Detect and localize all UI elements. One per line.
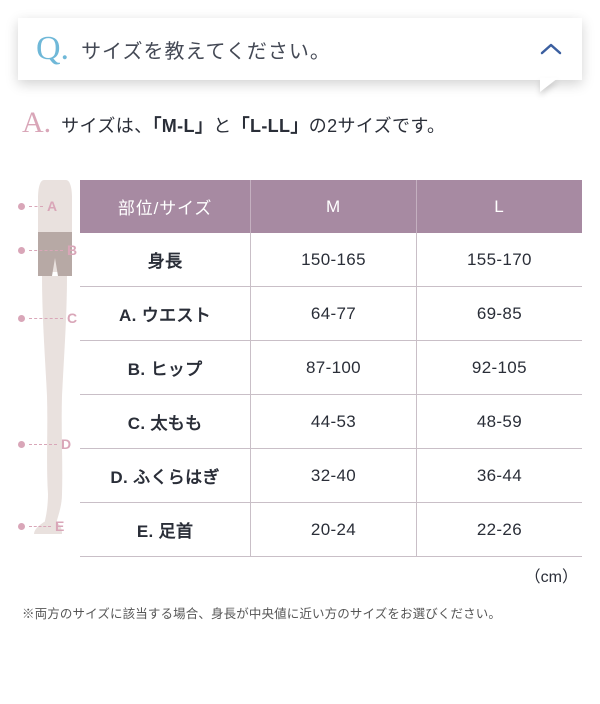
table-row: C. 太もも 44-53 48-59 [80,395,582,449]
chevron-up-icon[interactable] [540,42,562,56]
answer-mid: と [213,116,231,136]
th-m: M [251,180,417,233]
row-label: C. 太もも [80,395,251,449]
speech-tail [540,78,558,92]
faq-answer: A. サイズは、「M-L」と「L-LL」の2サイズです。 [0,80,600,138]
row-m: 150-165 [251,233,417,287]
answer-tail: の2サイズです。 [309,116,446,136]
row-l: 92-105 [416,341,582,395]
table-row: D. ふくらはぎ 32-40 36-44 [80,449,582,503]
row-m: 32-40 [251,449,417,503]
table-row: E. 足首 20-24 22-26 [80,503,582,557]
question-text: サイズを教えてください。 [81,35,331,64]
th-l: L [416,180,582,233]
table-row: 身長 150-165 155-170 [80,233,582,287]
row-label: E. 足首 [80,503,251,557]
leg-silhouette-icon [18,176,80,538]
answer-text: サイズは、「M-L」と「L-LL」の2サイズです。 [61,112,445,138]
row-l: 69-85 [416,287,582,341]
faq-question-bar[interactable]: Q. サイズを教えてください。 [18,18,582,80]
unit-label: （cm） [0,557,600,587]
marker-b: B [18,242,77,258]
table-row: B. ヒップ 87-100 92-105 [80,341,582,395]
row-l: 155-170 [416,233,582,287]
row-label: B. ヒップ [80,341,251,395]
marker-c: C [18,310,77,326]
footnote: ※両方のサイズに該当する場合、身長が中央値に近い方のサイズをお選びください。 [0,587,600,622]
answer-size1: 「M-L」 [152,116,213,136]
table-header-row: 部位/サイズ M L [80,180,582,233]
row-m: 64-77 [251,287,417,341]
row-l: 48-59 [416,395,582,449]
leg-diagram: A B C D E [18,180,80,542]
row-label: 身長 [80,233,251,287]
size-chart: A B C D E 部位/サイズ M L 身長 150-165 155-170 … [18,180,582,557]
row-m: 20-24 [251,503,417,557]
answer-lead: サイズは、 [61,116,152,136]
marker-d: D [18,436,71,452]
th-part: 部位/サイズ [80,180,251,233]
answer-prefix: A. [22,108,51,138]
marker-a: A [18,198,57,214]
marker-e: E [18,518,64,534]
row-l: 36-44 [416,449,582,503]
row-label: A. ウエスト [80,287,251,341]
size-table: 部位/サイズ M L 身長 150-165 155-170 A. ウエスト 64… [80,180,582,557]
question-prefix: Q. [36,32,69,66]
row-m: 87-100 [251,341,417,395]
answer-size2: 「L-LL」 [232,116,309,136]
row-l: 22-26 [416,503,582,557]
table-body: 身長 150-165 155-170 A. ウエスト 64-77 69-85 B… [80,233,582,557]
row-m: 44-53 [251,395,417,449]
row-label: D. ふくらはぎ [80,449,251,503]
table-row: A. ウエスト 64-77 69-85 [80,287,582,341]
